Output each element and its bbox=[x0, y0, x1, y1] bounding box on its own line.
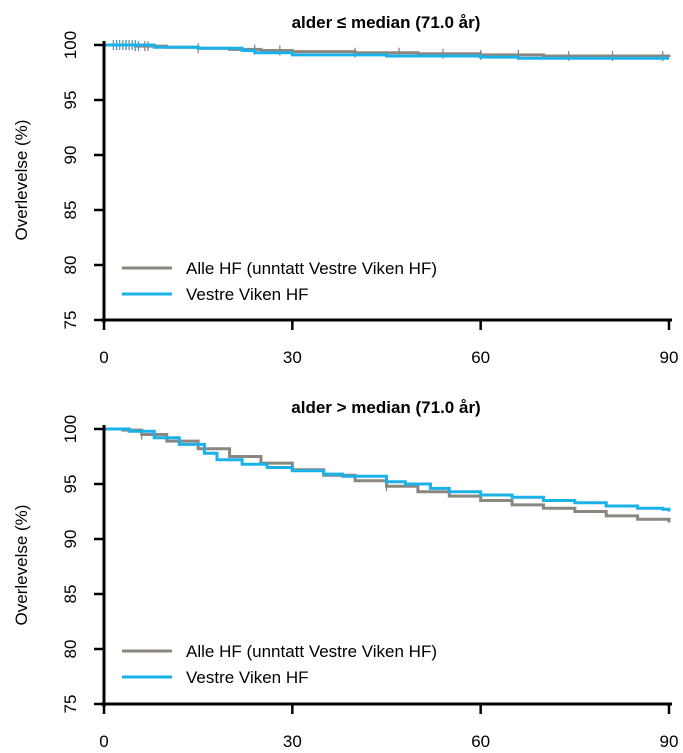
y-tick-label: 95 bbox=[61, 475, 80, 494]
y-tick-label: 75 bbox=[61, 311, 80, 330]
y-tick-label: 100 bbox=[61, 31, 80, 59]
legend-label-vestre: Vestre Viken HF bbox=[186, 285, 309, 304]
plot-area: 0 30 60 90 75 80 85 90 95 100 bbox=[61, 415, 678, 751]
chart-panel-bottom: alder > median (71.0 år) Overlevelse (%)… bbox=[12, 398, 678, 751]
legend-label-alle: Alle HF (unntatt Vestre Viken HF) bbox=[186, 642, 437, 661]
plot-area: 0 30 60 90 75 80 85 90 95 100 bbox=[61, 31, 678, 367]
x-tick-label: 60 bbox=[471, 732, 490, 751]
x-tick-label: 60 bbox=[471, 348, 490, 367]
y-tick-label: 75 bbox=[61, 695, 80, 714]
y-tick-label: 95 bbox=[61, 91, 80, 110]
y-tick-label: 100 bbox=[61, 415, 80, 443]
series-line-vestre bbox=[104, 43, 669, 60]
y-axis-label: Overlevelse (%) bbox=[12, 505, 31, 626]
x-tick-label: 0 bbox=[99, 732, 108, 751]
y-tick-label: 85 bbox=[61, 201, 80, 220]
legend: Alle HF (unntatt Vestre Viken HF) Vestre… bbox=[122, 259, 437, 304]
legend: Alle HF (unntatt Vestre Viken HF) Vestre… bbox=[122, 642, 437, 687]
chart-title: alder > median (71.0 år) bbox=[291, 398, 480, 417]
chart-panel-top: alder ≤ median (71.0 år) Overlevelse (%)… bbox=[12, 13, 678, 367]
x-tick-label: 30 bbox=[283, 732, 302, 751]
chart-title: alder ≤ median (71.0 år) bbox=[292, 13, 481, 32]
x-tick-label: 0 bbox=[99, 348, 108, 367]
x-tick-label: 90 bbox=[660, 348, 679, 367]
legend-label-alle: Alle HF (unntatt Vestre Viken HF) bbox=[186, 259, 437, 278]
y-tick-label: 80 bbox=[61, 256, 80, 275]
y-tick-label: 90 bbox=[61, 530, 80, 549]
y-axis-label: Overlevelse (%) bbox=[12, 120, 31, 241]
y-tick-label: 80 bbox=[61, 640, 80, 659]
x-tick-label: 30 bbox=[283, 348, 302, 367]
x-tick-label: 90 bbox=[660, 732, 679, 751]
y-tick-label: 85 bbox=[61, 585, 80, 604]
series-line-vestre bbox=[104, 427, 671, 512]
legend-label-vestre: Vestre Viken HF bbox=[186, 668, 309, 687]
y-tick-label: 90 bbox=[61, 146, 80, 165]
